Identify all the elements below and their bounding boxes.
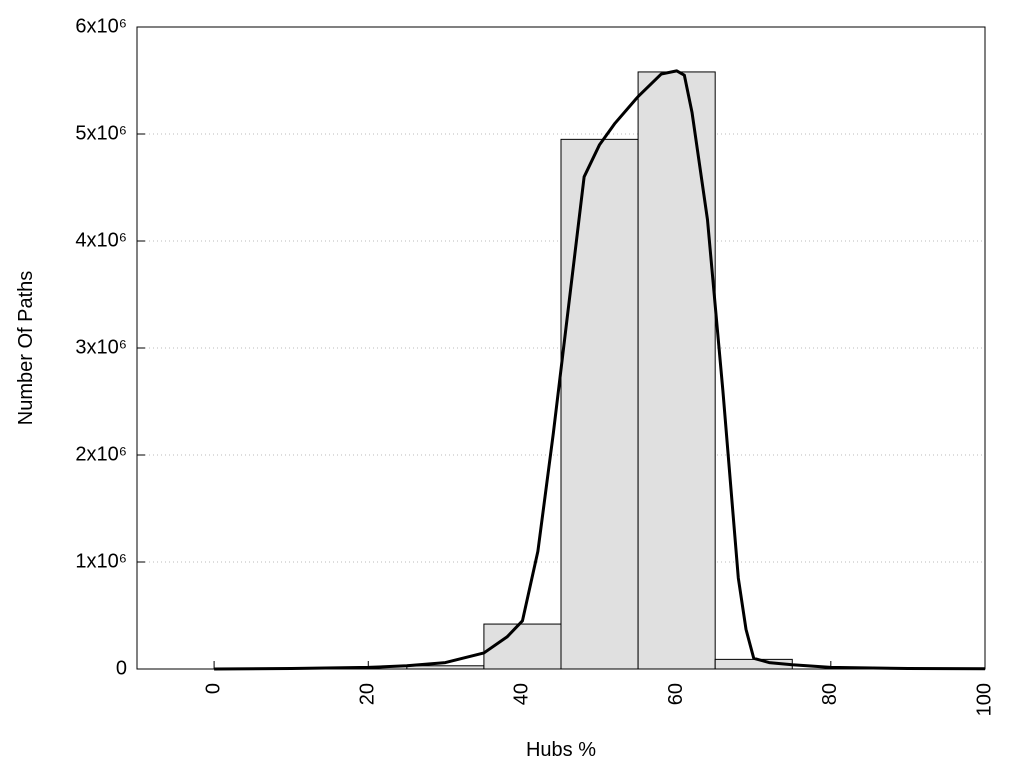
y-tick-label: 5x10⁶ [75,122,127,144]
plot-frame [136,26,986,670]
y-axis-label: Number Of Paths [15,271,37,426]
bar [483,623,562,670]
y-tick-label: 3x10⁶ [75,336,127,358]
x-tick-label: 40 [511,683,533,705]
y-tick-label: 6x10⁶ [75,15,127,37]
x-tick-label: 20 [357,683,379,705]
bar [560,138,639,670]
x-tick-label: 80 [819,683,841,705]
bar [637,71,716,670]
y-tick-label: 4x10⁶ [75,229,127,251]
y-tick-label: 2x10⁶ [75,443,127,465]
curve [214,69,986,671]
x-tick-label: 0 [202,683,224,694]
x-tick-label: 100 [973,683,995,716]
y-tick-label: 0 [116,657,127,679]
y-tick-label: 1x10⁶ [75,550,127,572]
x-axis-label: Hubs % [526,739,596,761]
x-tick-label: 60 [665,683,687,705]
